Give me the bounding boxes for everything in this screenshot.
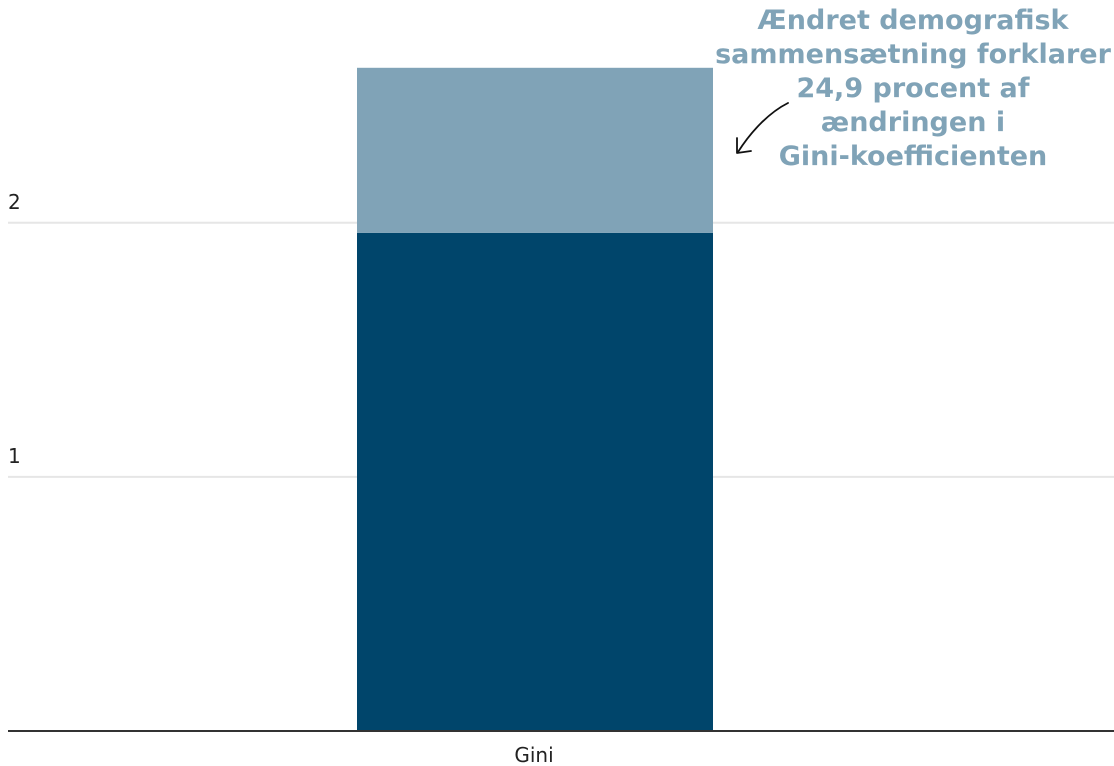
arrow-icon <box>737 102 789 153</box>
y-tick-label-2: 2 <box>8 190 21 214</box>
annotation-line-3: 24,9 procent af <box>796 73 1030 104</box>
bar-segment-2 <box>357 67 713 233</box>
annotation-line-4: ændringen i <box>820 107 1006 138</box>
bar-segment-1 <box>357 232 713 731</box>
annotation-line-5: Gini-koefficienten <box>778 141 1048 172</box>
bars <box>357 67 713 731</box>
arrow-head-icon <box>736 137 752 154</box>
y-tick-labels: 12 <box>8 190 21 468</box>
x-tick-label-gini: Gini <box>514 743 553 766</box>
annotation-line-2: sammensætning forklarer <box>715 39 1111 70</box>
y-tick-label-1: 1 <box>8 444 21 468</box>
annotation-text: Ændret demografisk sammensætning forklar… <box>712 4 1114 174</box>
annotation-line-1: Ændret demografisk <box>757 5 1069 36</box>
